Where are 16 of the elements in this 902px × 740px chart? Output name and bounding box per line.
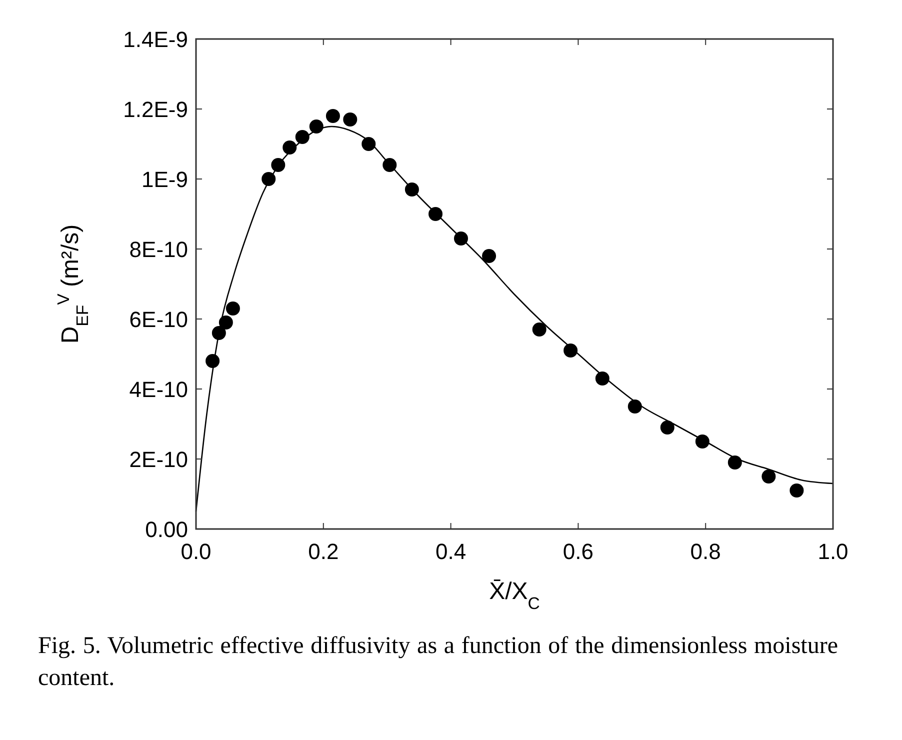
caption: Fig. 5. Volumetric effective diffusivity as a function of the dimensionless moisture content.: [38, 632, 838, 693]
x-tick-label: 1.0: [818, 539, 848, 564]
y-tick-label: 4E-10: [129, 377, 188, 402]
y-tick-label: 1E-9: [142, 167, 188, 192]
x-axis-title: X̄/X$_{C}$: [489, 578, 540, 612]
x-tick-label: 0.6: [562, 539, 594, 564]
y-tick-label: 0.00: [145, 517, 188, 542]
x-tick-label: 0.8: [690, 539, 721, 564]
y-tick-label: 6E-10: [129, 307, 188, 332]
x-tick-label: 0.4: [436, 539, 466, 564]
y-tick-label: 1.4E-9: [123, 27, 188, 52]
y-tick-label: 2E-10: [129, 447, 188, 472]
y-tick-label: 8E-10: [129, 237, 188, 262]
x-tick-label: 0.2: [308, 539, 339, 564]
y-tick-label: 1.2E-9: [123, 97, 188, 122]
x-tick-label: 0.0: [180, 539, 212, 564]
